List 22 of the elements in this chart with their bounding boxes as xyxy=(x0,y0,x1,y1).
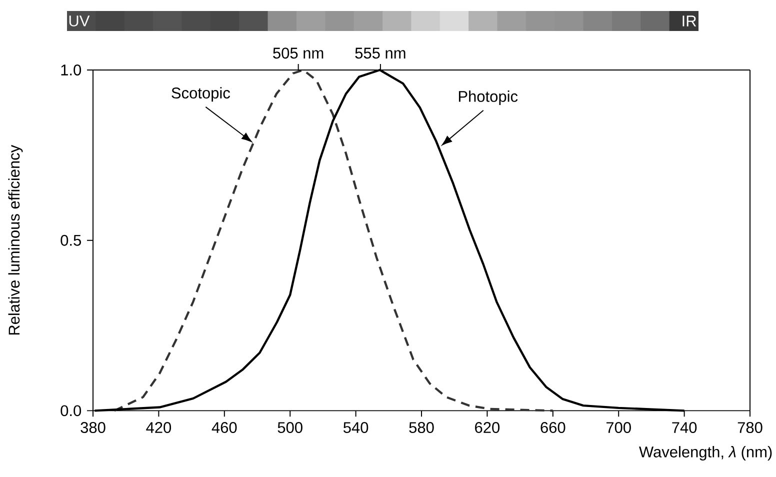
x2-tick-label: 555 nm xyxy=(355,48,406,59)
x-tick-label: 580 xyxy=(409,422,434,434)
y-tick-label: 1.0 xyxy=(61,64,82,76)
x-tick-label: 420 xyxy=(146,422,172,434)
y-tick-label: 0.0 xyxy=(60,405,82,416)
x-tick-label: 660 xyxy=(540,422,566,434)
x-tick-label: 780 xyxy=(738,422,762,434)
x-axis-title: Wavelength, λ (nm) xyxy=(639,446,772,460)
text: Scotopic xyxy=(172,87,230,102)
x-tick-label: 500 xyxy=(278,422,302,434)
text: Photopic xyxy=(458,90,518,105)
x2-tick-label: 505 nm xyxy=(273,48,324,59)
x-tick-label: 620 xyxy=(475,422,500,434)
x-tick-label: 380 xyxy=(80,422,106,434)
x-tick-label: 700 xyxy=(606,422,631,434)
y-axis-title: Relative luminous efficiency xyxy=(8,144,23,335)
x-tick-label: 540 xyxy=(344,422,368,434)
text: IR xyxy=(682,16,696,26)
y-tick-label: 0.5 xyxy=(60,234,81,246)
x-tick-label: 740 xyxy=(672,422,697,434)
text: UV xyxy=(69,16,90,26)
x-tick-label: 460 xyxy=(212,422,237,434)
